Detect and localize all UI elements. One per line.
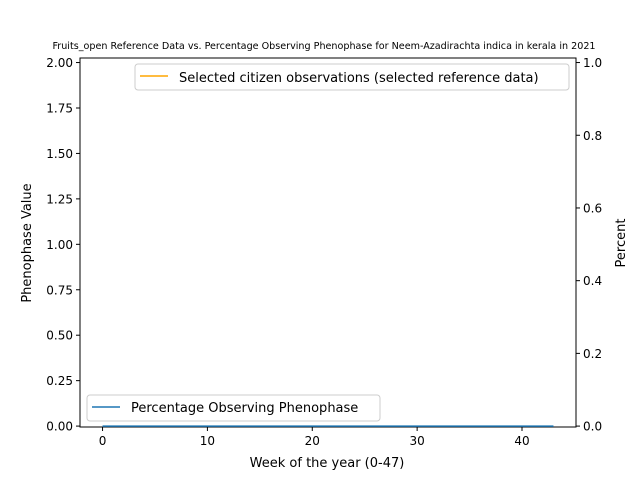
y-right-tick-label: 1.0 <box>583 56 602 70</box>
y-right-tick-label: 0.0 <box>583 420 602 434</box>
y-left-tick-label: 1.25 <box>46 192 73 206</box>
legend-lower: Percentage Observing Phenophase <box>86 394 381 422</box>
y-left-tick-label: 2.00 <box>46 56 73 70</box>
legend-lower-label: Percentage Observing Phenophase <box>131 401 358 416</box>
y-left-tick-label: 1.75 <box>46 101 73 115</box>
x-tick-label: 10 <box>200 434 215 448</box>
legend-upper-label: Selected citizen observations (selected … <box>179 71 539 86</box>
chart-title: Fruits_open Reference Data vs. Percentag… <box>52 41 595 52</box>
x-tick-label: 20 <box>305 434 320 448</box>
y-axis-left: 0.00 0.25 0.50 0.75 1.00 1.25 1.50 1.75 2.00 <box>46 56 80 434</box>
legend-upper: Selected citizen observations (selected … <box>134 63 570 91</box>
y-right-tick-label: 0.8 <box>583 129 602 143</box>
x-axis-label: Week of the year (0-47) <box>250 456 405 471</box>
y-left-tick-label: 0.00 <box>46 420 73 434</box>
x-tick-label: 30 <box>409 434 424 448</box>
plot-border <box>79 57 577 428</box>
y-right-tick-label: 0.4 <box>583 274 602 288</box>
plot-area <box>79 57 577 428</box>
y-left-tick-label: 1.00 <box>46 238 73 252</box>
y-axis-right: 0.0 0.2 0.4 0.6 0.8 1.0 <box>576 56 602 434</box>
y-right-tick-label: 0.2 <box>583 347 602 361</box>
y-left-tick-label: 1.50 <box>46 147 73 161</box>
y-axis-right-label: Percent <box>614 219 629 268</box>
y-left-tick-label: 0.25 <box>46 374 73 388</box>
legend-lower-box <box>86 394 381 422</box>
y-axis-left-label: Phenophase Value <box>20 183 35 302</box>
legend-upper-box <box>134 63 570 91</box>
x-axis: 0 10 20 30 40 <box>99 427 530 448</box>
y-left-tick-label: 0.50 <box>46 329 73 343</box>
y-left-tick-label: 0.75 <box>46 283 73 297</box>
y-right-tick-label: 0.6 <box>583 201 602 215</box>
x-tick-label: 40 <box>514 434 529 448</box>
x-tick-label: 0 <box>99 434 107 448</box>
